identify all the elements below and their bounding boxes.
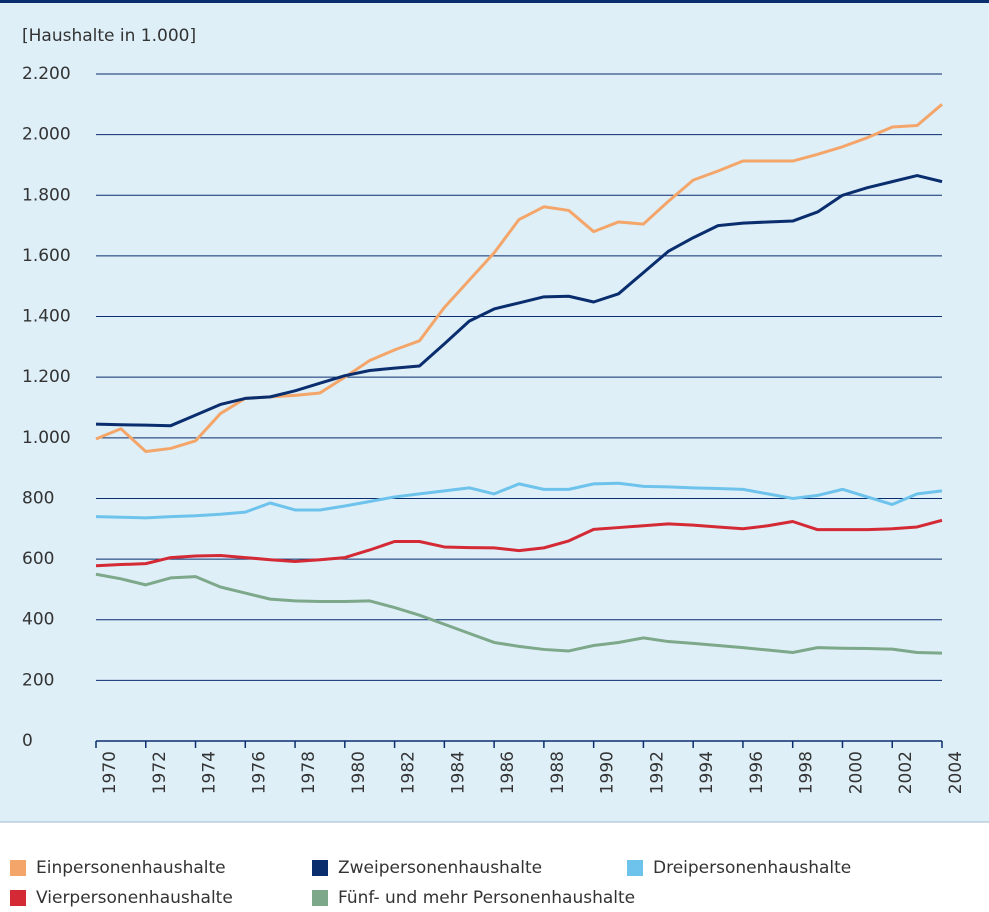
x-tick-label: 2002: [896, 751, 916, 794]
y-tick-label: 800: [22, 488, 54, 508]
y-tick-label: 400: [22, 610, 54, 630]
y-axis-label: [Haushalte in 1.000]: [22, 26, 196, 46]
series-line: [95, 103, 943, 453]
y-tick-label: 1.200: [22, 367, 71, 387]
y-tick-label: 1.000: [22, 428, 71, 448]
y-tick-label: 1.600: [22, 246, 71, 266]
x-tick-label: 1998: [797, 751, 817, 794]
chart-background: [0, 0, 989, 822]
x-tick-label: 1980: [349, 751, 369, 794]
legend-label: Fünf- und mehr Personenhaushalte: [338, 888, 635, 908]
y-tick-label: 1.400: [22, 307, 71, 327]
x-tick-label: 1972: [150, 751, 170, 794]
legend-label: Vierpersonenhaushalte: [36, 888, 233, 908]
x-tick-label: 1996: [747, 751, 767, 794]
x-tick-label: 1982: [399, 751, 419, 794]
x-tick-label: 1994: [697, 751, 717, 794]
y-tick-label: 2.200: [22, 64, 71, 84]
x-tick-label: 1974: [200, 751, 220, 794]
legend-label: Zweipersonenhaushalte: [338, 858, 542, 878]
x-tick-label: 1970: [100, 751, 120, 794]
x-tick-label: 2000: [846, 751, 866, 794]
x-tick-label: 2004: [946, 751, 966, 794]
x-tick-label: 1978: [299, 751, 319, 794]
series-line: [95, 174, 943, 428]
y-tick-label: 200: [22, 670, 54, 690]
legend-swatch: [312, 860, 328, 876]
series-line: [95, 481, 943, 520]
legend-label: Dreipersonenhaushalte: [653, 858, 851, 878]
series-line: [95, 572, 943, 655]
legend-swatch: [10, 890, 26, 906]
y-tick-label: 600: [22, 549, 54, 569]
legend-label: Einpersonenhaushalte: [36, 858, 226, 878]
x-tick-label: 1992: [647, 751, 667, 794]
x-tick-label: 1986: [498, 751, 518, 794]
legend-swatch: [312, 890, 328, 906]
x-tick-label: 1984: [448, 751, 468, 794]
series-line: [95, 518, 943, 568]
y-tick-label: 0: [22, 731, 33, 751]
y-tick-label: 1.800: [22, 185, 71, 205]
x-tick-label: 1988: [548, 751, 568, 794]
legend-swatch: [10, 860, 26, 876]
legend-swatch: [627, 860, 643, 876]
x-tick-label: 1990: [598, 751, 618, 794]
y-tick-label: 2.000: [22, 125, 71, 145]
x-tick-label: 1976: [249, 751, 269, 794]
